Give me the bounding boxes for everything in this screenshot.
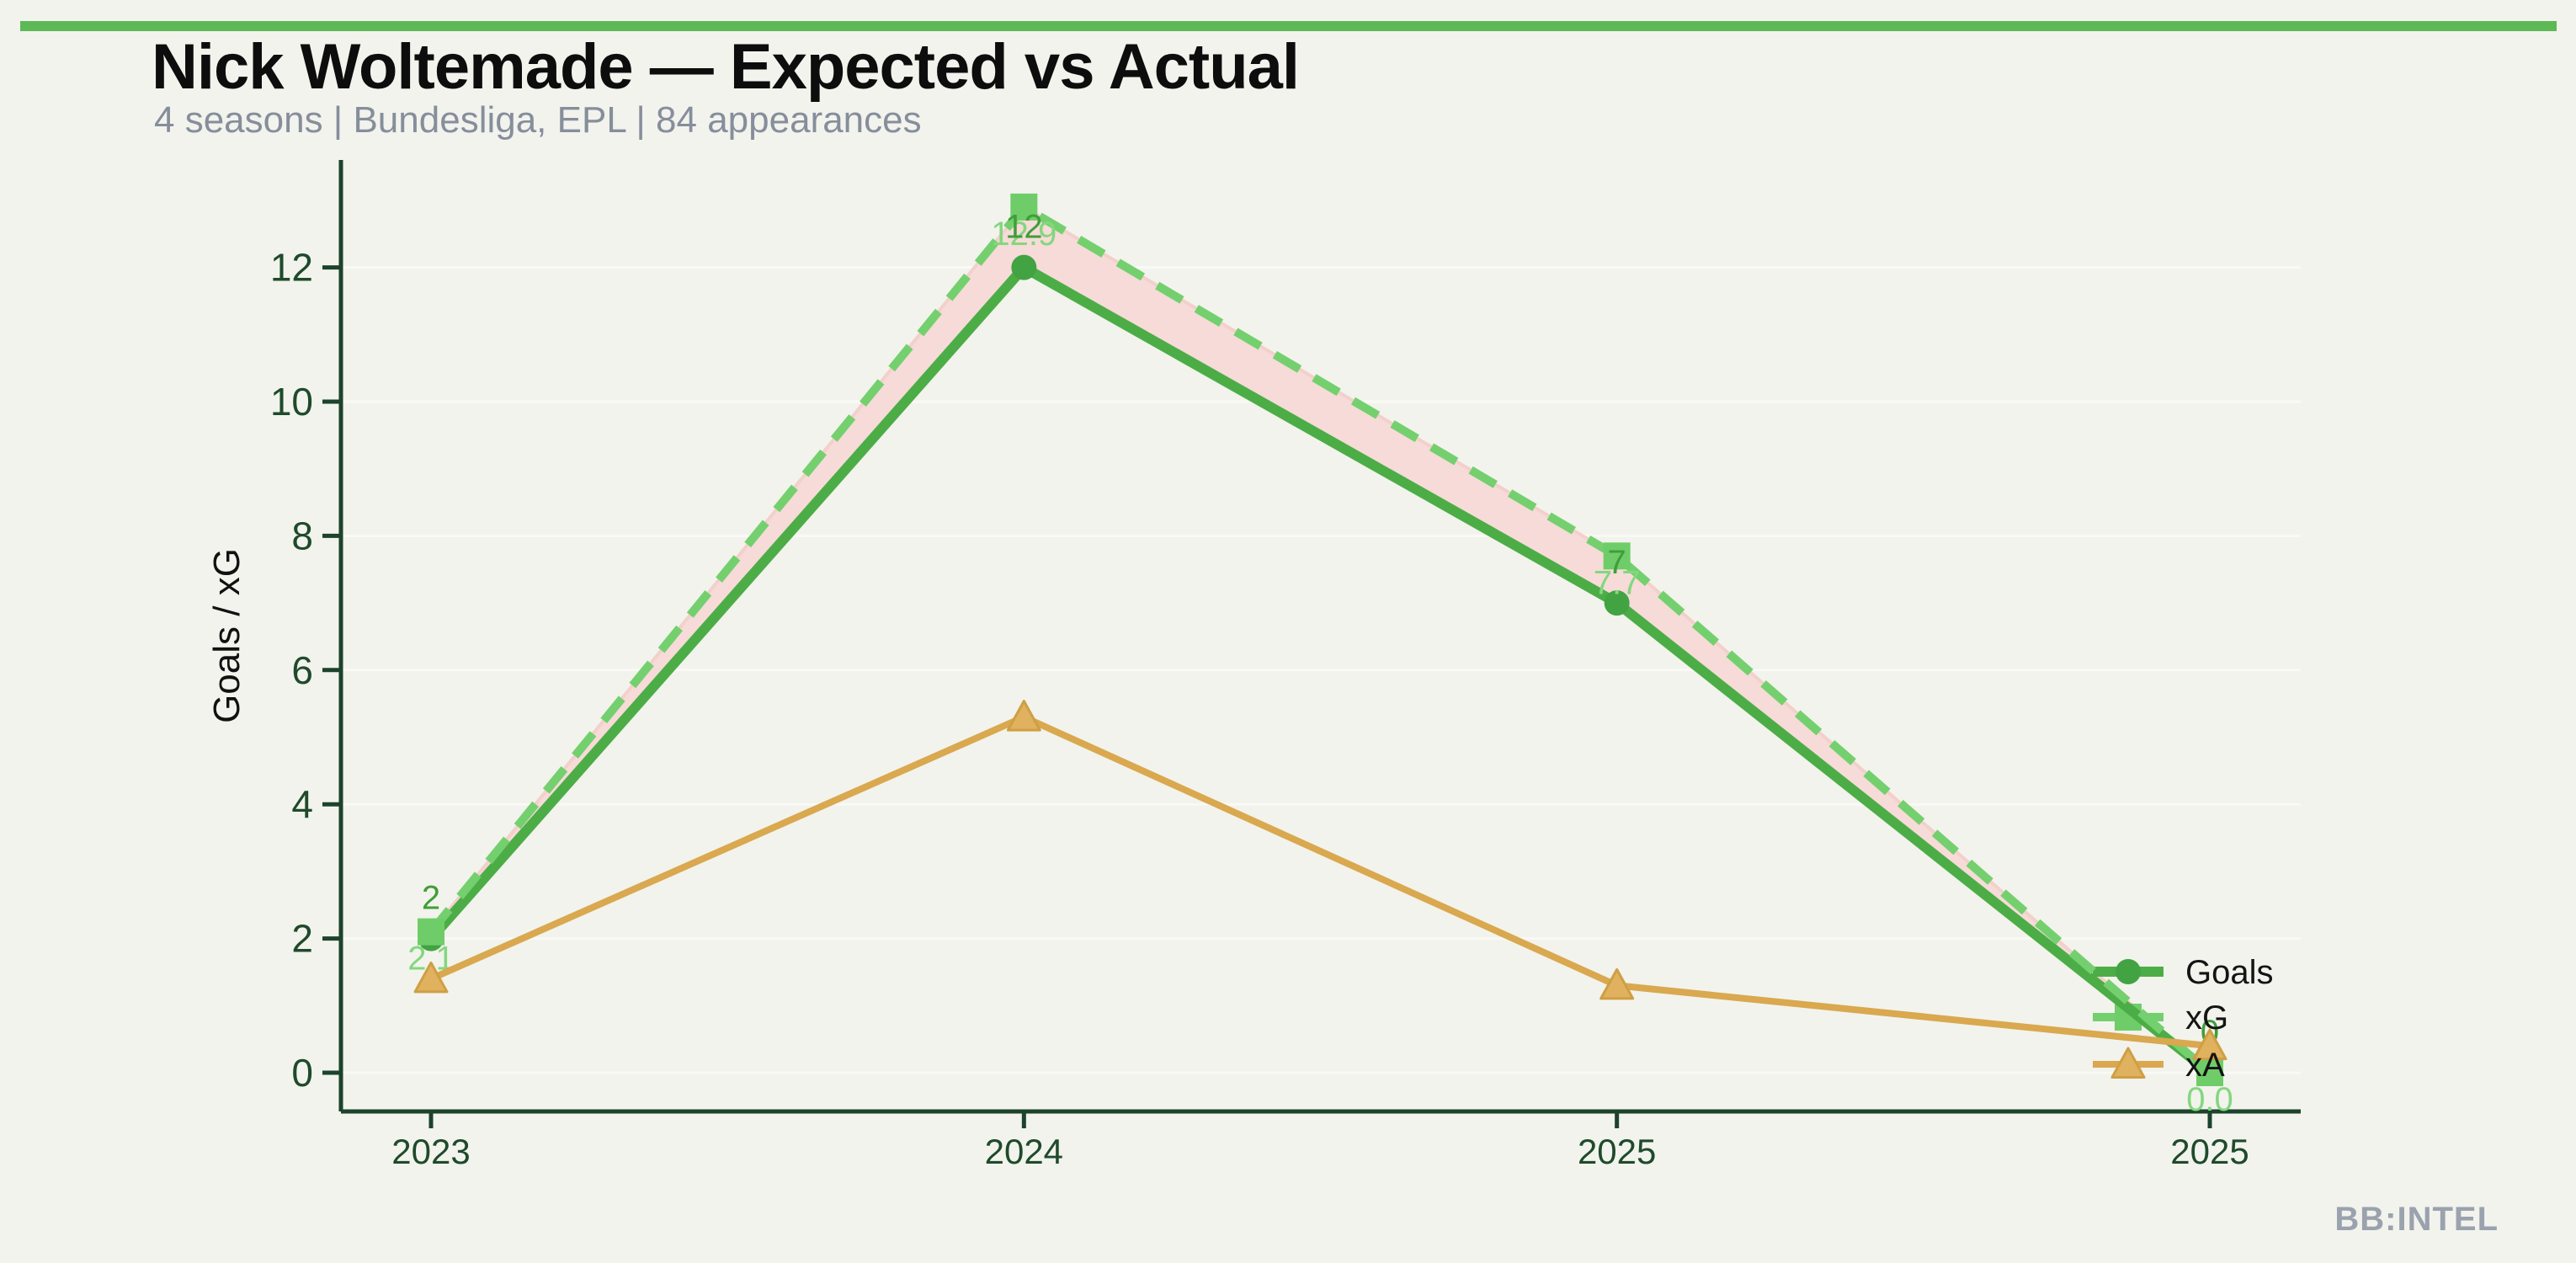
xa-triangle-marker	[413, 961, 449, 994]
page-title: Nick Woltemade — Expected vs Actual	[152, 31, 1300, 103]
legend-xa-triangle-marker	[2110, 1047, 2146, 1079]
xg-point-label: 0.0	[2186, 1081, 2233, 1118]
xg-line	[428, 202, 2213, 1076]
goals-circle-marker	[1011, 254, 1037, 280]
y-tick-label: 0	[291, 1051, 313, 1095]
xg-point-label: 12.9	[991, 216, 1056, 253]
x-tick-label: 2023	[391, 1132, 470, 1171]
xa-line	[428, 713, 2213, 1050]
xg-point-label: 7.7	[1594, 564, 1641, 601]
goals-circle-marker	[1604, 590, 1630, 616]
goals-point-label: 12	[1005, 209, 1043, 246]
page-subtitle: 4 seasons | Bundesliga, EPL | 84 appeara…	[154, 99, 922, 141]
top-accent-bar	[20, 21, 2557, 31]
xa-triangle-marker	[1006, 700, 1041, 732]
y-tick-label: 2	[291, 917, 313, 961]
x-tick-label: 2024	[985, 1132, 1063, 1171]
xa-triangle-marker	[2192, 1028, 2227, 1061]
y-tick-label: 4	[291, 782, 313, 826]
xa-triangle-marker	[1599, 967, 1635, 1000]
goals-point-label: 7	[1608, 544, 1626, 581]
y-tick-label: 6	[291, 648, 313, 692]
y-axis-title: Goals / xG	[206, 548, 247, 723]
y-tick-label: 8	[291, 514, 313, 557]
x-tick-label: 2025	[2170, 1132, 2249, 1171]
xg-square-marker	[2196, 1059, 2223, 1086]
watermark: BB:INTEL	[2334, 1201, 2499, 1238]
xg-square-marker	[1603, 542, 1631, 570]
xg-square-marker	[418, 918, 444, 946]
y-tick-label: 10	[270, 380, 313, 424]
legend-label-xg: xG	[2185, 999, 2228, 1037]
legend-goals-circle-marker	[2116, 959, 2141, 984]
y-tick-label: 12	[270, 246, 313, 290]
goals-point-label: 2	[422, 880, 440, 917]
xg-square-marker	[1010, 193, 1038, 221]
x-tick-label: 2025	[1578, 1132, 1656, 1171]
legend-label-goals: Goals	[2185, 954, 2274, 991]
legend-label-xa: xA	[2185, 1047, 2225, 1084]
goals-line	[426, 262, 2215, 1078]
